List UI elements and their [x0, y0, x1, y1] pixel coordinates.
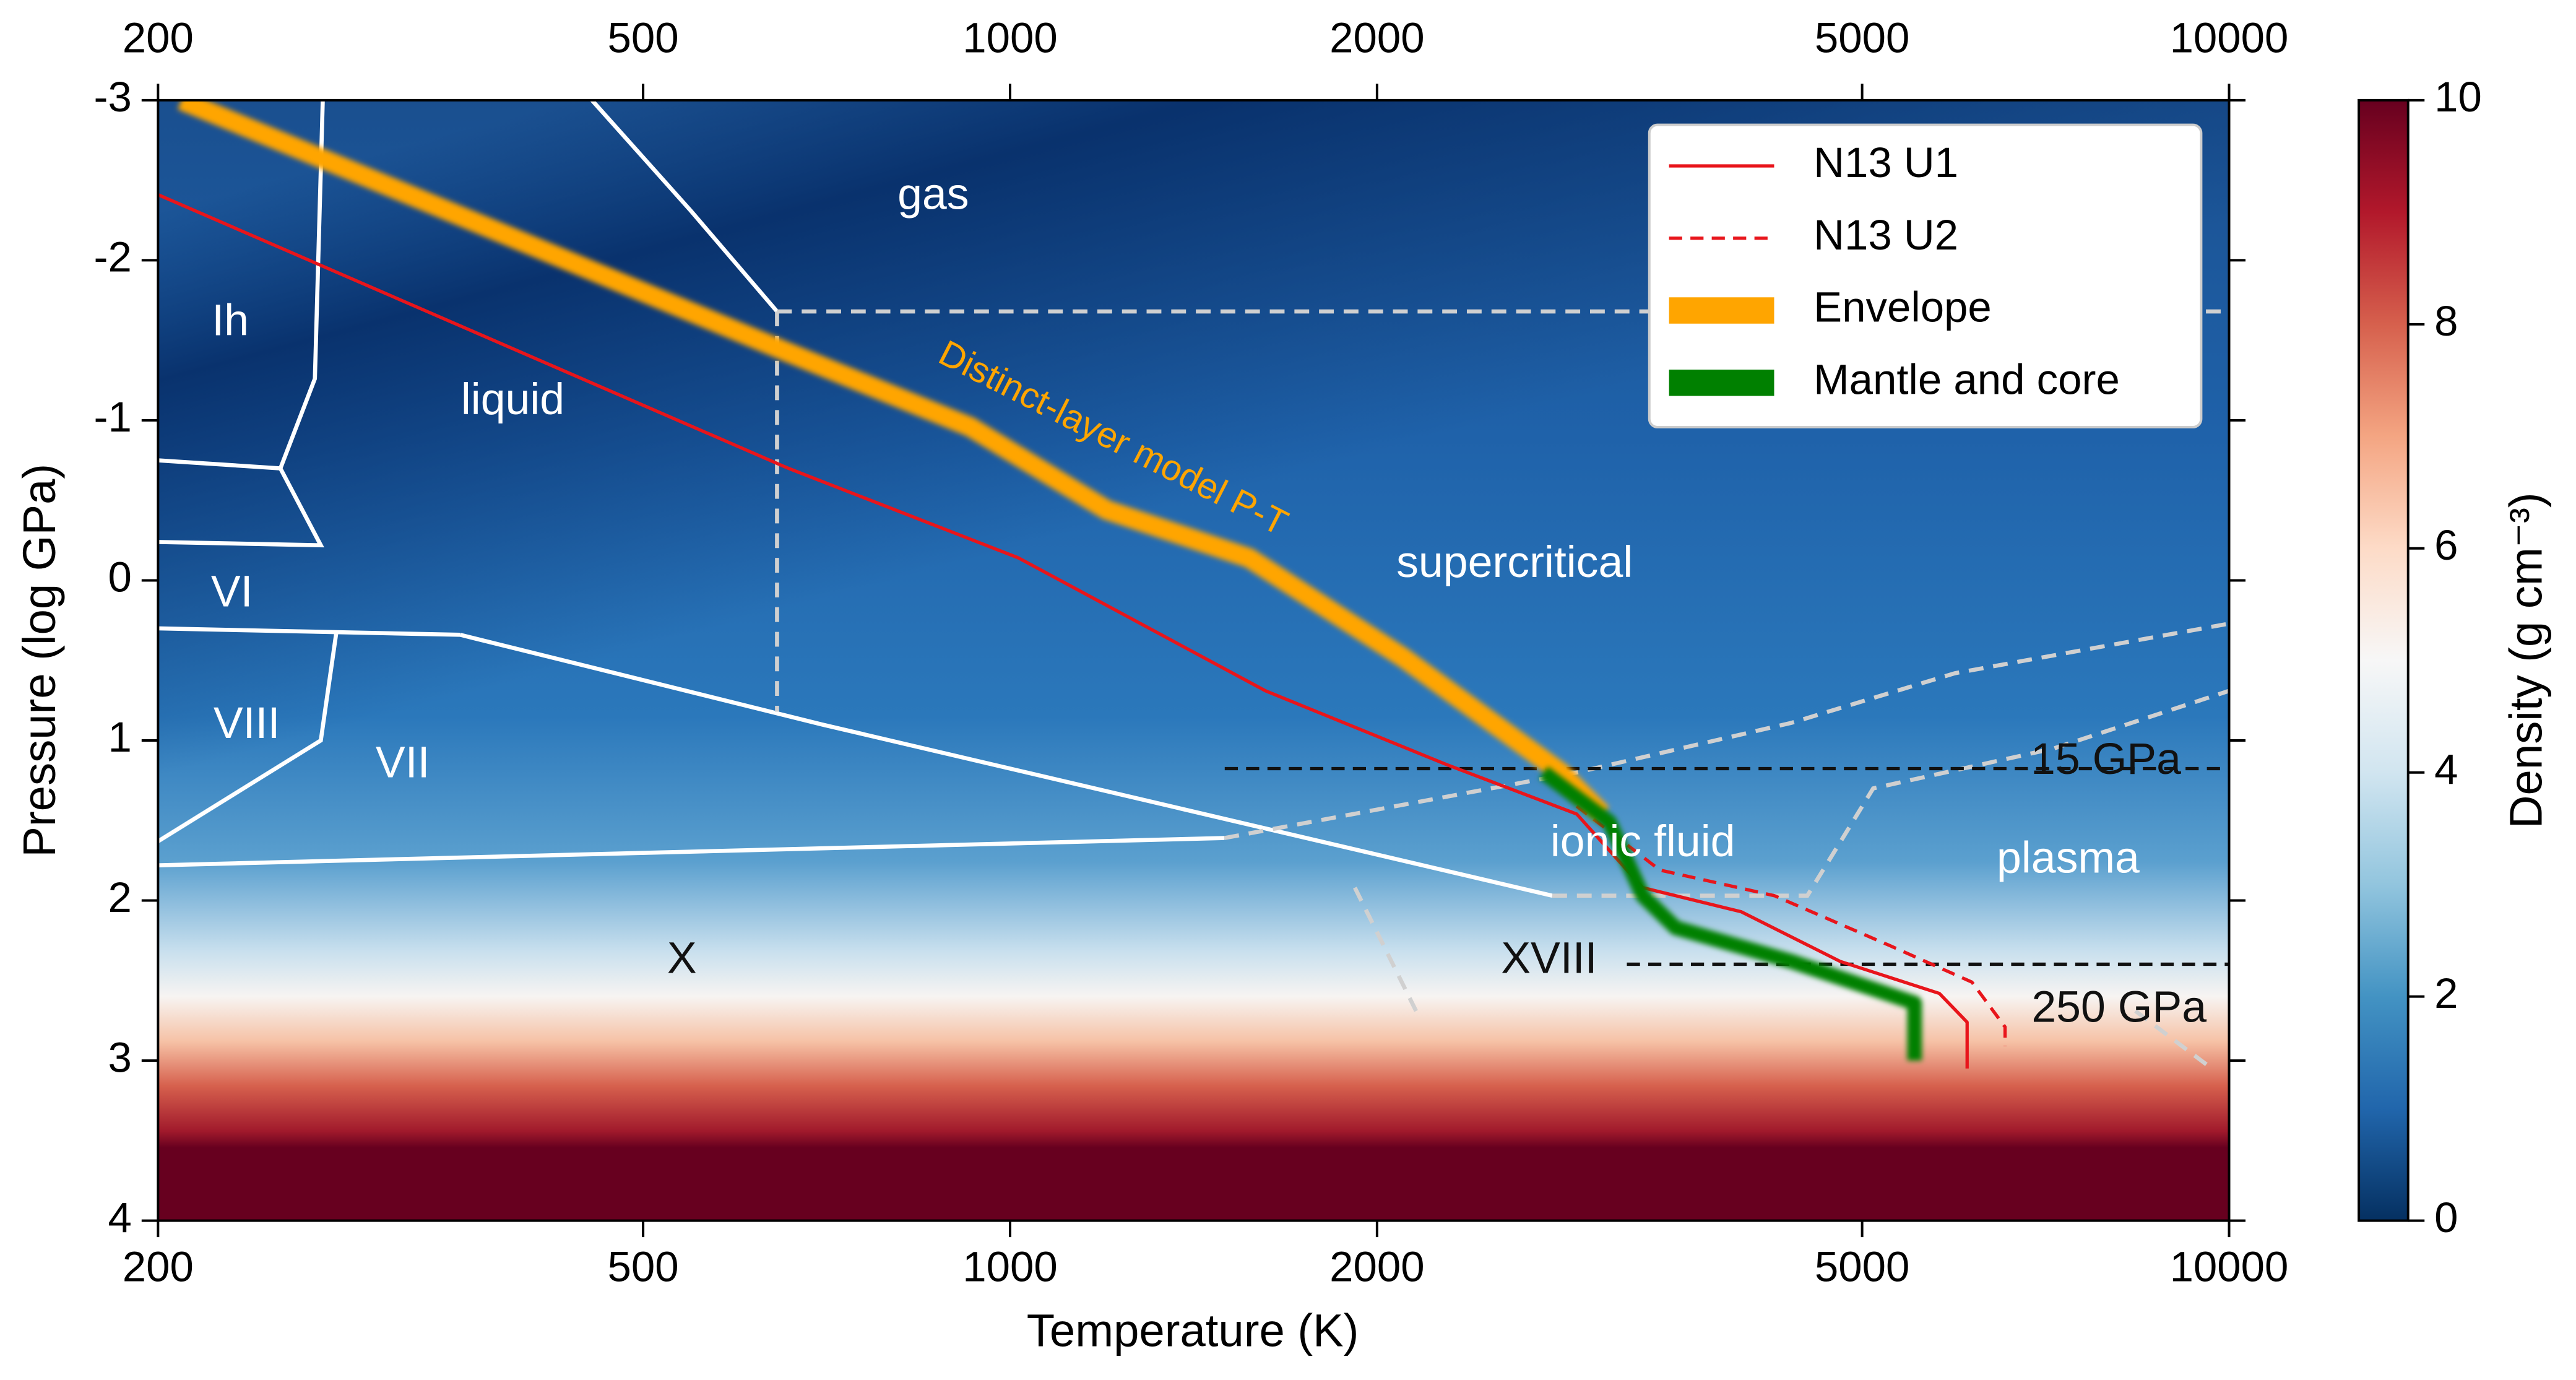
phase-boundary — [158, 467, 324, 548]
y-tick-label: 4 — [108, 1194, 132, 1241]
x-tick-label-top: 2000 — [1329, 14, 1424, 62]
reference-label: 250 GPa — [2031, 983, 2206, 1032]
y-tick-label: -3 — [94, 73, 132, 121]
colorbar-label: Density (g cm⁻³) — [2500, 492, 2552, 828]
phase-boundary — [2134, 1009, 2213, 1070]
plot-frame — [157, 98, 2231, 1222]
region-label: VII — [376, 737, 430, 787]
y-tick-label: -1 — [94, 393, 132, 441]
phase-boundary — [1552, 688, 2229, 898]
phase-boundary — [590, 100, 779, 313]
y-tick-label: 0 — [108, 553, 132, 601]
x-tick-label-top: 200 — [123, 14, 194, 62]
y-tick-label: 3 — [108, 1033, 132, 1081]
colorbar-tick-label: 10 — [2434, 73, 2482, 121]
x-tick-label: 500 — [608, 1243, 679, 1290]
region-label: Ih — [212, 296, 249, 345]
colorbar-tick-label: 8 — [2434, 297, 2458, 345]
x-tick-label: 5000 — [1815, 1243, 1909, 1290]
region-label: gas — [897, 169, 969, 219]
region-label: XVIII — [1501, 933, 1597, 983]
y-tick-label: 1 — [108, 713, 132, 761]
series-line — [1539, 766, 1922, 1061]
colorbar-tick-label: 6 — [2434, 521, 2458, 569]
y-tick-label: 2 — [108, 874, 132, 921]
colorbar-tick-label: 4 — [2434, 745, 2458, 793]
reference-label: 15 GPa — [2031, 734, 2181, 784]
x-tick-label: 10000 — [2170, 1243, 2289, 1290]
phase-boundary — [459, 633, 1553, 898]
colorbar — [2358, 98, 2410, 1222]
region-label: VI — [211, 567, 253, 617]
legend-label: Envelope — [1813, 284, 1992, 331]
phase-boundary — [158, 836, 1225, 867]
legend: N13 U1 N13 U2 Envelope Mantle and core — [1648, 123, 2203, 428]
x-tick-label-top: 1000 — [962, 14, 1057, 62]
legend-label: N13 U1 — [1813, 139, 1958, 186]
x-axis-label: Temperature (K) — [1027, 1304, 1359, 1356]
region-label: liquid — [461, 375, 564, 424]
y-tick-label: -2 — [94, 233, 132, 281]
colorbar-tick-label: 0 — [2434, 1194, 2458, 1241]
region-label: VIII — [214, 698, 280, 748]
series-line — [158, 193, 1969, 1069]
region-label: supercritical — [1396, 537, 1633, 587]
x-tick-label-top: 5000 — [1815, 14, 1909, 62]
legend-label: Mantle and core — [1813, 356, 2120, 404]
region-label: X — [667, 933, 697, 983]
phase-boundary — [1224, 622, 2229, 840]
x-tick-label: 1000 — [962, 1243, 1057, 1290]
x-tick-label: 2000 — [1329, 1243, 1424, 1290]
series-line — [1575, 805, 2007, 1046]
phase-boundary — [158, 633, 339, 843]
phase-boundary — [158, 626, 460, 637]
y-axis-label: Pressure (log GPa) — [14, 464, 65, 857]
legend-label: N13 U2 — [1813, 211, 1958, 259]
x-tick-label-top: 10000 — [2170, 14, 2289, 62]
x-tick-label: 200 — [123, 1243, 194, 1290]
region-label: ionic fluid — [1550, 817, 1735, 866]
region-label: plasma — [1997, 833, 2140, 882]
phase-boundary — [158, 100, 325, 471]
legend-box — [1648, 123, 2203, 428]
series-line — [177, 100, 1609, 822]
x-tick-label-top: 500 — [608, 14, 679, 62]
colorbar-tick-label: 2 — [2434, 970, 2458, 1017]
